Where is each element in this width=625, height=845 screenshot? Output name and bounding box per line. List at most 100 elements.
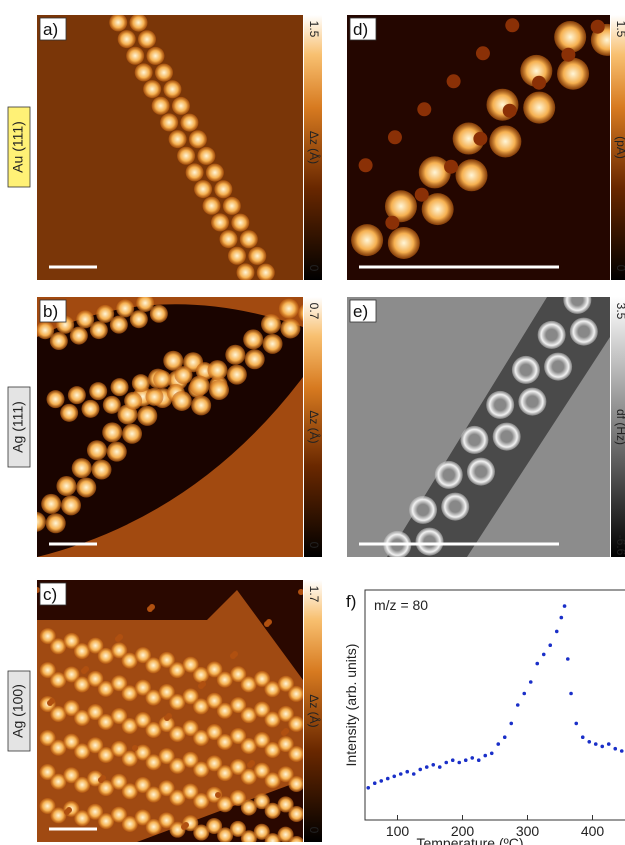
data-point [431, 763, 435, 767]
data-point [392, 775, 396, 779]
adatom [198, 683, 204, 689]
colorbar-min: 0 [614, 265, 625, 272]
adatom [98, 777, 104, 783]
molecule-blob [223, 197, 241, 215]
molecule-blob [261, 314, 281, 334]
molecule-blob [50, 332, 68, 350]
adatom [230, 653, 236, 659]
molecule-blob [518, 388, 546, 416]
molecule-blob [180, 114, 198, 132]
adatom [34, 587, 40, 593]
molecule-blob [512, 356, 540, 384]
data-point [529, 680, 533, 684]
data-point [418, 768, 422, 772]
annotation: m/z = 80 [374, 597, 428, 613]
adatom [115, 636, 121, 642]
panel-label: b) [43, 302, 58, 321]
data-point [522, 692, 526, 696]
molecule-blob [561, 48, 575, 62]
data-point [425, 765, 429, 769]
x-tick-label: 100 [386, 823, 410, 839]
colorbar-min: 0 [307, 542, 321, 549]
molecule-blob [197, 147, 215, 165]
molecule-blob [419, 156, 451, 188]
adatom [164, 715, 170, 721]
molecule-blob [110, 316, 128, 334]
data-point [509, 722, 513, 726]
colorbar-min: 0 [307, 827, 321, 834]
x-tick-label: 400 [581, 823, 605, 839]
molecule-blob [460, 426, 488, 454]
molecule-blob [103, 396, 121, 414]
molecule-blob [143, 80, 161, 98]
molecule-blob [220, 230, 238, 248]
data-point [386, 777, 390, 781]
image-bg [37, 15, 303, 280]
data-point [560, 616, 564, 620]
molecule-blob [288, 746, 304, 762]
colorbar-max: 1.5 [307, 21, 321, 38]
molecule-blob [563, 286, 591, 314]
data-point [444, 761, 448, 765]
molecule-blob [172, 97, 190, 115]
molecule-blob [535, 0, 549, 4]
data-point [600, 745, 604, 749]
data-point [607, 742, 611, 746]
molecule-blob [409, 496, 437, 524]
molecule-blob [435, 461, 463, 489]
colorbar-unit: df (Hz) [614, 409, 625, 445]
data-point [516, 703, 520, 707]
molecule-blob [467, 458, 495, 486]
data-point [496, 742, 500, 746]
molecule-blob [503, 104, 517, 118]
molecule-blob [416, 528, 444, 556]
image-panel [37, 0, 303, 298]
molecule-blob [138, 30, 156, 48]
data-point [464, 758, 468, 762]
molecule-blob [489, 125, 521, 157]
adatom [181, 824, 187, 830]
image-panel [26, 294, 318, 557]
molecule-blob [544, 353, 572, 381]
panel-label: e) [353, 302, 368, 321]
molecule-blob [359, 158, 373, 172]
molecule-blob [89, 382, 107, 400]
colorbar-unit: Δz (Å) [307, 410, 322, 443]
data-point [620, 749, 624, 753]
data-point [613, 747, 617, 751]
molecule-blob [186, 163, 204, 181]
molecule-blob [473, 132, 487, 146]
molecule-blob [288, 716, 304, 732]
x-tick-label: 300 [516, 823, 540, 839]
molecule-blob [486, 391, 514, 419]
molecule-blob [191, 395, 211, 415]
data-point [574, 722, 578, 726]
molecule-blob [153, 370, 171, 388]
molecule-blob [41, 494, 61, 514]
molecule-blob [257, 264, 275, 282]
y-axis-label: Intensity (arb. units) [343, 644, 359, 767]
panel-label: a) [43, 20, 58, 39]
adatom [281, 730, 287, 736]
molecule-blob [68, 386, 86, 404]
molecule-blob [152, 97, 170, 115]
molecule-blob [280, 318, 300, 338]
data-point [483, 754, 487, 758]
molecule-blob [538, 321, 566, 349]
image-panel [347, 286, 610, 559]
molecule-blob [175, 366, 193, 384]
molecule-blob [288, 686, 304, 702]
molecule-blob [60, 404, 78, 422]
molecule-blob [388, 130, 402, 144]
data-point [366, 786, 370, 790]
molecule-blob [288, 776, 304, 792]
molecule-blob [107, 442, 127, 462]
adatom [64, 809, 70, 815]
colorbar-unit: Δz (Å) [307, 694, 322, 727]
molecule-blob [169, 130, 187, 148]
molecule-blob [441, 493, 469, 521]
data-point [405, 770, 409, 774]
molecule-blob [279, 299, 299, 319]
molecule-blob [476, 46, 490, 60]
adatom [298, 589, 304, 595]
